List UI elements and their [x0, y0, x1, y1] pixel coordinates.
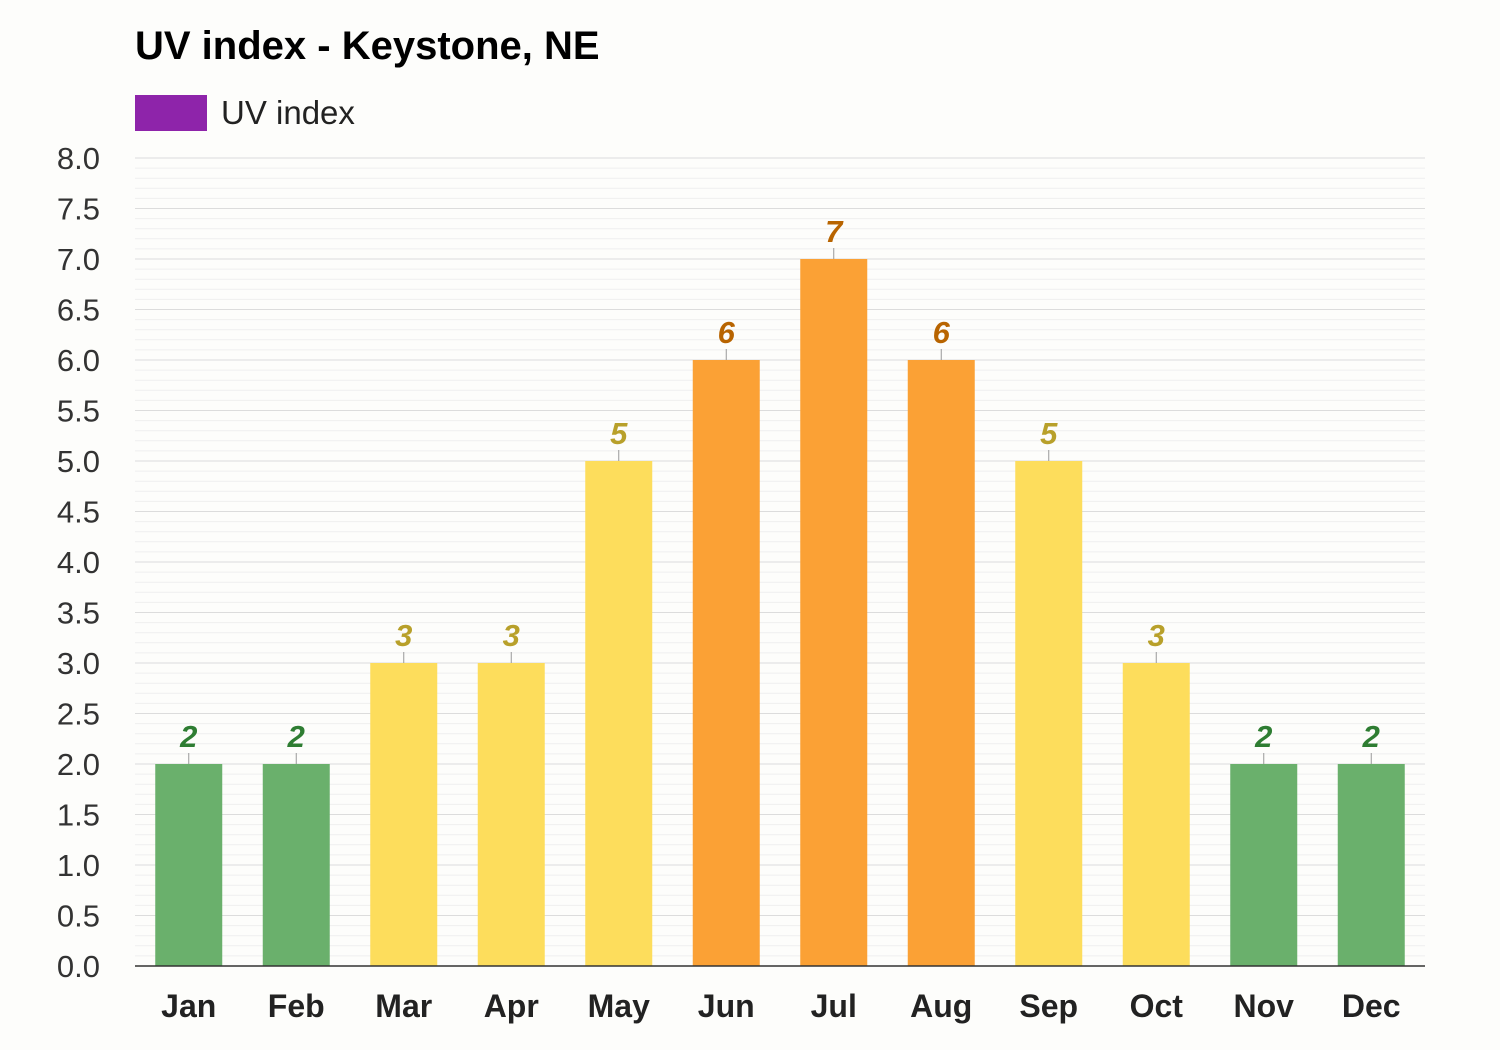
x-tick-label-apr: Apr — [484, 988, 539, 1024]
legend-label: UV index — [221, 94, 355, 131]
data-label-apr: 3 — [503, 618, 520, 653]
x-tick-label-oct: Oct — [1130, 988, 1184, 1024]
x-tick-label-aug: Aug — [910, 988, 972, 1024]
y-tick-label: 2.0 — [57, 747, 100, 782]
bar-feb — [262, 764, 330, 966]
y-tick-label: 5.0 — [57, 444, 100, 479]
x-tick-label-nov: Nov — [1234, 988, 1295, 1024]
x-tick-label-may: May — [588, 988, 650, 1024]
data-labels: 2 2 3 3 5 6 7 6 5 3 2 2 — [179, 214, 1380, 764]
y-tick-label: 5.5 — [57, 394, 100, 429]
bar-jul — [800, 259, 868, 966]
x-axis-ticks: Jan Feb Mar Apr May Jun Jul Aug Sep Oct Nov Dec — [161, 988, 1400, 1024]
legend-swatch — [135, 95, 207, 131]
y-tick-label: 2.5 — [57, 697, 100, 732]
bar-apr — [477, 663, 545, 966]
grid-lines — [135, 157, 1425, 967]
y-tick-label: 6.0 — [57, 343, 100, 378]
x-tick-label-mar: Mar — [375, 988, 432, 1024]
x-tick-label-jun: Jun — [698, 988, 755, 1024]
bar-oct — [1122, 663, 1190, 966]
y-tick-label: 1.0 — [57, 848, 100, 883]
chart-title: UV index - Keystone, NE — [135, 24, 600, 68]
bar-aug — [907, 360, 975, 966]
bar-dec — [1337, 764, 1405, 966]
y-tick-label: 8.0 — [57, 141, 100, 176]
x-tick-label-feb: Feb — [268, 988, 325, 1024]
data-label-may: 5 — [610, 416, 628, 451]
y-tick-label: 4.5 — [57, 495, 100, 530]
y-tick-label: 3.5 — [57, 596, 100, 631]
y-tick-label: 1.5 — [57, 798, 100, 833]
x-tick-label-jan: Jan — [161, 988, 216, 1024]
y-tick-label: 7.0 — [57, 242, 100, 277]
data-label-mar: 3 — [395, 618, 412, 653]
bar-sep — [1015, 461, 1083, 966]
data-label-jul: 7 — [825, 214, 844, 249]
y-tick-label: 4.0 — [57, 545, 100, 580]
bar-jun — [692, 360, 760, 966]
data-label-dec: 2 — [1362, 719, 1380, 754]
bar-may — [585, 461, 653, 966]
y-tick-label: 3.0 — [57, 646, 100, 681]
data-label-oct: 3 — [1148, 618, 1165, 653]
y-tick-label: 7.5 — [57, 192, 100, 227]
data-label-sep: 5 — [1040, 416, 1058, 451]
data-label-jan: 2 — [179, 719, 197, 754]
bar-jan — [155, 764, 223, 966]
y-tick-label: 6.5 — [57, 293, 100, 328]
y-tick-label: 0.5 — [57, 899, 100, 934]
bars — [155, 259, 1405, 966]
y-axis-ticks: 0.0 0.5 1.0 1.5 2.0 2.5 3.0 3.5 4.0 4.5 5.0 5.5 6.0 6… — [57, 141, 100, 984]
x-tick-label-jul: Jul — [811, 988, 857, 1024]
data-label-nov: 2 — [1254, 719, 1272, 754]
data-label-aug: 6 — [933, 315, 951, 350]
x-tick-label-dec: Dec — [1342, 988, 1401, 1024]
bar-mar — [370, 663, 438, 966]
data-label-feb: 2 — [287, 719, 305, 754]
bar-nov — [1230, 764, 1298, 966]
data-label-jun: 6 — [718, 315, 736, 350]
legend: UV index — [135, 94, 355, 132]
y-tick-label: 0.0 — [57, 949, 100, 984]
x-tick-label-sep: Sep — [1019, 988, 1078, 1024]
